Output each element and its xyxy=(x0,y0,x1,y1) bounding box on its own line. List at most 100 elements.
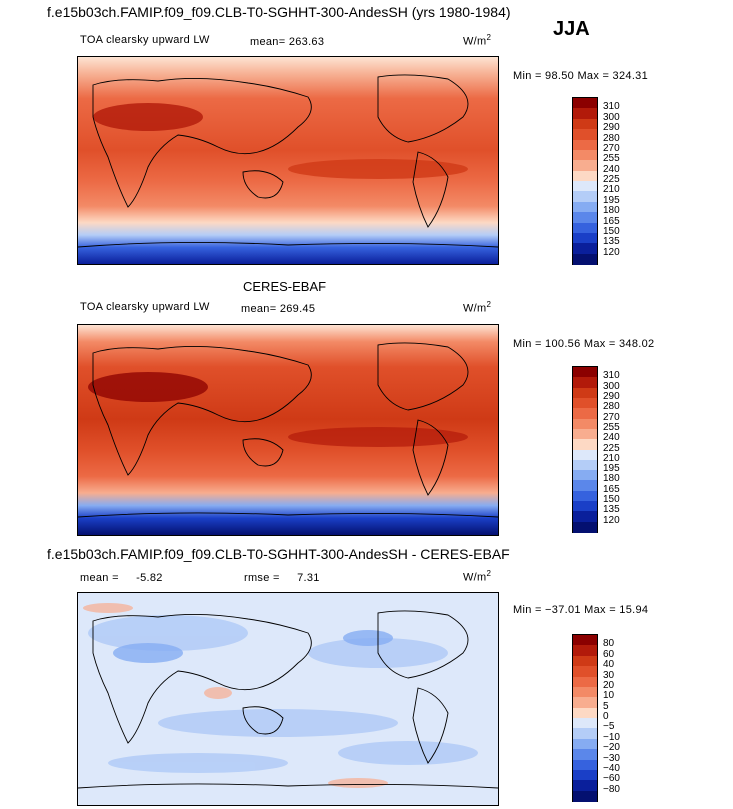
panel3-mean-label: mean = xyxy=(80,572,119,584)
colorbar-label: 210 xyxy=(603,452,620,464)
panel3-rmse: rmse = 7.31 xyxy=(244,572,320,584)
colorbar-label: 30 xyxy=(603,669,615,681)
colorbar-segment xyxy=(573,439,597,450)
colorbar-label: 280 xyxy=(603,401,620,413)
panel2-map-svg xyxy=(78,325,498,535)
colorbar-label: 180 xyxy=(603,473,620,485)
colorbar-segment xyxy=(573,181,597,192)
colorbar-segment xyxy=(573,201,597,213)
colorbar-label: −60 xyxy=(603,773,620,785)
panel2-header: CERES-EBAF xyxy=(243,279,327,294)
panel1-range: Min = 98.50 Max = 324.31 xyxy=(513,70,649,82)
panel1-coastlines xyxy=(78,74,498,248)
panel3-mean-value: -5.82 xyxy=(136,572,163,584)
colorbar-segment xyxy=(573,428,597,440)
colorbar-label: 40 xyxy=(603,659,615,671)
colorbar-segment xyxy=(573,139,597,151)
colorbar-label: 150 xyxy=(603,225,620,237)
colorbar-label: −30 xyxy=(603,752,620,764)
panel3-map-svg xyxy=(78,593,498,805)
panel1-variable: TOA clearsky upward LW xyxy=(80,34,210,46)
colorbar-segment xyxy=(573,780,597,792)
panel3-units: W/m2 xyxy=(463,569,492,584)
colorbar-segment xyxy=(573,738,597,750)
colorbar-segment xyxy=(573,635,597,646)
colorbar-label: 270 xyxy=(603,142,620,154)
colorbar-segment xyxy=(573,377,597,389)
colorbar-segment xyxy=(573,480,597,492)
colorbar-segment xyxy=(573,129,597,140)
colorbar-label: 135 xyxy=(603,504,620,516)
panel3-mean: mean = -5.82 xyxy=(80,572,163,584)
colorbar-segment xyxy=(573,769,597,781)
colorbar-label: 120 xyxy=(603,514,620,526)
colorbar-label: 5 xyxy=(603,700,609,712)
colorbar-label: 80 xyxy=(603,638,615,650)
colorbar-segment xyxy=(573,149,597,161)
colorbar-segment xyxy=(573,470,597,481)
colorbar-label: −20 xyxy=(603,742,620,754)
colorbar-segment xyxy=(573,232,597,244)
panel3-range: Min = −37.01 Max = 15.94 xyxy=(513,604,649,616)
panel3-rmse-label: rmse = xyxy=(244,572,280,584)
colorbar-segment xyxy=(573,449,597,461)
colorbar-segment xyxy=(573,521,597,533)
panel1-units: W/m2 xyxy=(463,33,492,48)
season-label: JJA xyxy=(553,18,590,40)
colorbar-segment xyxy=(573,749,597,760)
colorbar-segment xyxy=(573,645,597,657)
colorbar-label: 0 xyxy=(603,711,609,722)
colorbar-label: 300 xyxy=(603,111,620,123)
colorbar-segment xyxy=(573,459,597,471)
panel2-map xyxy=(77,324,499,536)
panel3-colorbar xyxy=(572,634,598,802)
colorbar-label: 180 xyxy=(603,205,620,217)
colorbar-segment xyxy=(573,408,597,420)
panel2-colorbar xyxy=(572,366,598,533)
colorbar-segment xyxy=(573,697,597,709)
colorbar-segment xyxy=(573,98,597,109)
colorbar-label: −80 xyxy=(603,783,620,795)
panel2-variable: TOA clearsky upward LW xyxy=(80,301,210,313)
panel1-header: f.e15b03ch.FAMIP.f09_f09.CLB-T0-SGHHT-30… xyxy=(47,4,511,20)
colorbar-segment xyxy=(573,490,597,502)
colorbar-label: 150 xyxy=(603,494,620,506)
colorbar-label: 195 xyxy=(603,194,620,206)
panel2-coastlines xyxy=(78,342,498,518)
colorbar-segment xyxy=(573,170,597,182)
colorbar-segment xyxy=(573,108,597,120)
panel2-mean-label: mean= xyxy=(241,303,277,315)
panel1-colorbar xyxy=(572,97,598,265)
colorbar-label: 195 xyxy=(603,463,620,475)
colorbar-segment xyxy=(573,387,597,399)
colorbar-label: 20 xyxy=(603,679,615,691)
colorbar-label: 225 xyxy=(603,442,620,454)
colorbar-segment xyxy=(573,243,597,255)
panel1-mean: mean= 263.63 xyxy=(250,36,324,48)
colorbar-segment xyxy=(573,118,597,130)
panel2-mean: mean= 269.45 xyxy=(241,303,315,315)
colorbar-label: 135 xyxy=(603,236,620,248)
colorbar-segment xyxy=(573,160,597,172)
colorbar-label: 255 xyxy=(603,153,620,165)
colorbar-label: 225 xyxy=(603,174,620,185)
colorbar-label: 120 xyxy=(603,246,620,258)
colorbar-segment xyxy=(573,666,597,677)
colorbar-label: 310 xyxy=(603,370,620,382)
panel1-map-svg xyxy=(78,57,498,264)
colorbar-segment xyxy=(573,759,597,771)
colorbar-label: 240 xyxy=(603,163,620,175)
colorbar-label: 290 xyxy=(603,122,620,134)
colorbar-segment xyxy=(573,655,597,667)
panel2-mean-value: 269.45 xyxy=(279,303,316,315)
colorbar-segment xyxy=(573,397,597,409)
colorbar-label: −5 xyxy=(603,721,615,733)
colorbar-segment xyxy=(573,676,597,688)
colorbar-label: 280 xyxy=(603,132,620,144)
colorbar-segment xyxy=(573,418,597,430)
panel1-mean-value: 263.63 xyxy=(288,36,325,48)
colorbar-label: 290 xyxy=(603,390,620,402)
panel1-map xyxy=(77,56,499,265)
colorbar-segment xyxy=(573,367,597,378)
panel3-header: f.e15b03ch.FAMIP.f09_f09.CLB-T0-SGHHT-30… xyxy=(47,546,510,562)
